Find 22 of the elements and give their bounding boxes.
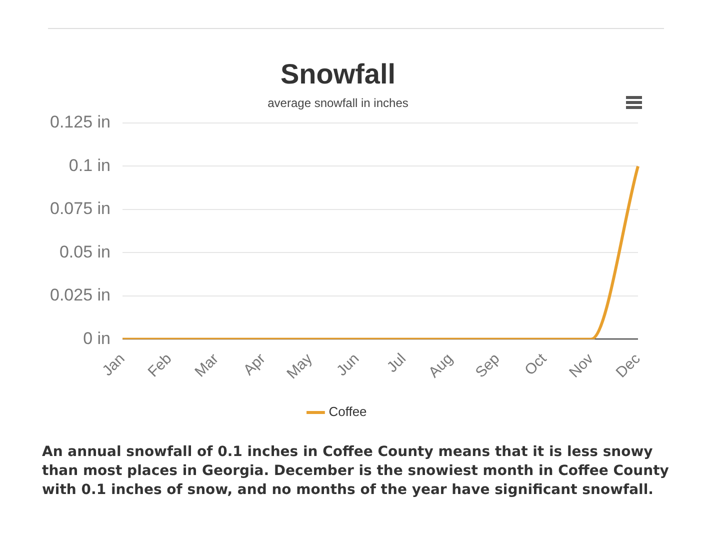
x-tick-label: Jul	[384, 350, 410, 376]
x-tick-label: Feb	[144, 350, 176, 381]
chart-subtitle: average snowfall in inches	[268, 96, 408, 110]
y-tick-label: 0.125 in	[50, 112, 110, 132]
x-tick-label: Sep	[472, 350, 504, 382]
chart-title: Snowfall	[280, 58, 396, 90]
x-tick-label: Dec	[612, 350, 644, 382]
x-tick-label: Apr	[240, 350, 269, 379]
x-tick-label: Oct	[522, 350, 551, 379]
y-tick-label: 0.075 in	[50, 199, 110, 218]
y-tick-label: 0.05 in	[59, 242, 110, 262]
y-tick-label: 0 in	[83, 328, 110, 348]
x-tick-label: Nov	[566, 350, 598, 382]
x-tick-label: Jan	[99, 350, 128, 380]
x-tick-label: May	[284, 350, 316, 382]
y-tick-label: 0.025 in	[50, 286, 110, 305]
text: An annual snowfall of 0.1 inches in Coffee County means that it is less snowy than most places in Georgia. December is the snowiest month in Coffee County with 0.1 inches of snow, and no months of the year have significant snowfall.	[42, 443, 670, 500]
legend-label: Coffee	[328, 404, 367, 420]
x-tick-label: Aug	[425, 350, 456, 382]
y-tick-label: 0.1 in	[68, 156, 110, 175]
x-tick-label: Mar	[192, 350, 222, 381]
x-tick-label: Jun	[333, 350, 363, 380]
